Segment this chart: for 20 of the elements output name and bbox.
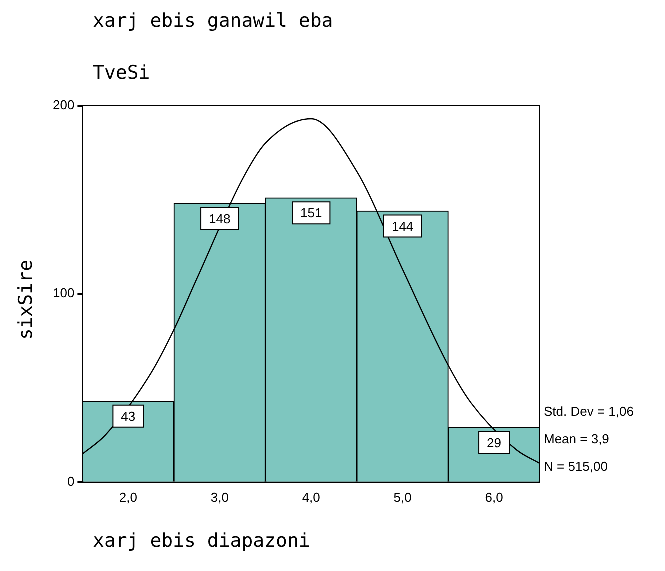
data-label: 144 [392,218,414,234]
data-label: 43 [121,409,136,424]
data-label: 151 [300,206,322,221]
chart-title: xarj ebis ganawil eba [93,10,334,32]
x-tick-label: 6,0 [485,490,504,505]
data-label: 29 [487,435,502,450]
x-axis-title: xarj ebis diapazoni [93,530,310,552]
x-tick-label: 4,0 [302,490,320,505]
x-tick-label: 5,0 [394,490,412,505]
y-axis-title: sixSire [15,260,37,340]
text: Mean = 3,9 [544,431,610,446]
data-label: 148 [209,211,231,226]
y-tick-label: 100 [52,286,75,301]
y-tick-label: 0 [67,474,75,489]
chart-subtitle: TveSi [93,62,150,84]
x-tick-label: 2,0 [119,490,138,505]
x-tick-label: 3,0 [210,490,229,505]
text: N = 515,00 [544,458,608,474]
text: Std. Dev = 1,06 [544,404,634,419]
y-tick-label: 200 [52,97,75,112]
